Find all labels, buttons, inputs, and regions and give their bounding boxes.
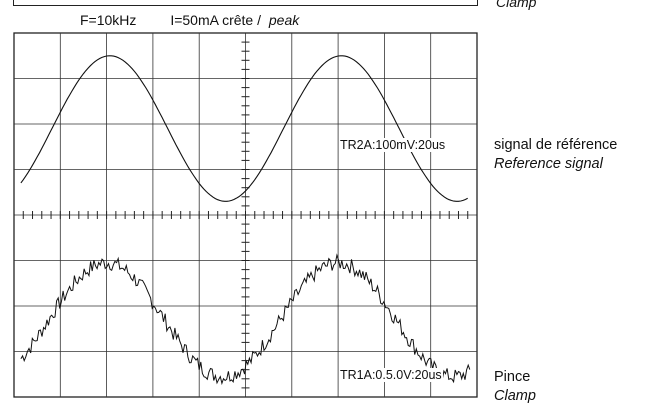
frequency-label: F=10kHz <box>80 12 137 28</box>
clamp-label-en: Clamp <box>494 388 536 404</box>
top-clamp-label: Clamp <box>496 0 537 10</box>
scope-axis-ticks <box>13 32 478 398</box>
reference-signal-trace <box>20 55 468 202</box>
reference-signal-label: signal de référence Reference signal <box>494 136 617 174</box>
scope-header: F=10kHz I=50mA crête / peak <box>80 12 299 28</box>
clamp-label-fr: Pince <box>494 369 531 385</box>
previous-scope-frame-edge <box>13 0 478 6</box>
clamp-signal-trace <box>20 253 471 386</box>
clamp-trace-setting: TR1A:0.5.0V:20us <box>339 368 443 382</box>
clamp-label: Pince Clamp <box>494 368 536 406</box>
current-label: I=50mA crête / <box>170 12 261 28</box>
current-label-en: peak <box>268 12 300 28</box>
reference-signal-label-fr: signal de référence <box>494 137 618 153</box>
reference-signal-label-en: Reference signal <box>494 156 603 172</box>
reference-trace-setting: TR2A:100mV:20us <box>339 138 447 152</box>
